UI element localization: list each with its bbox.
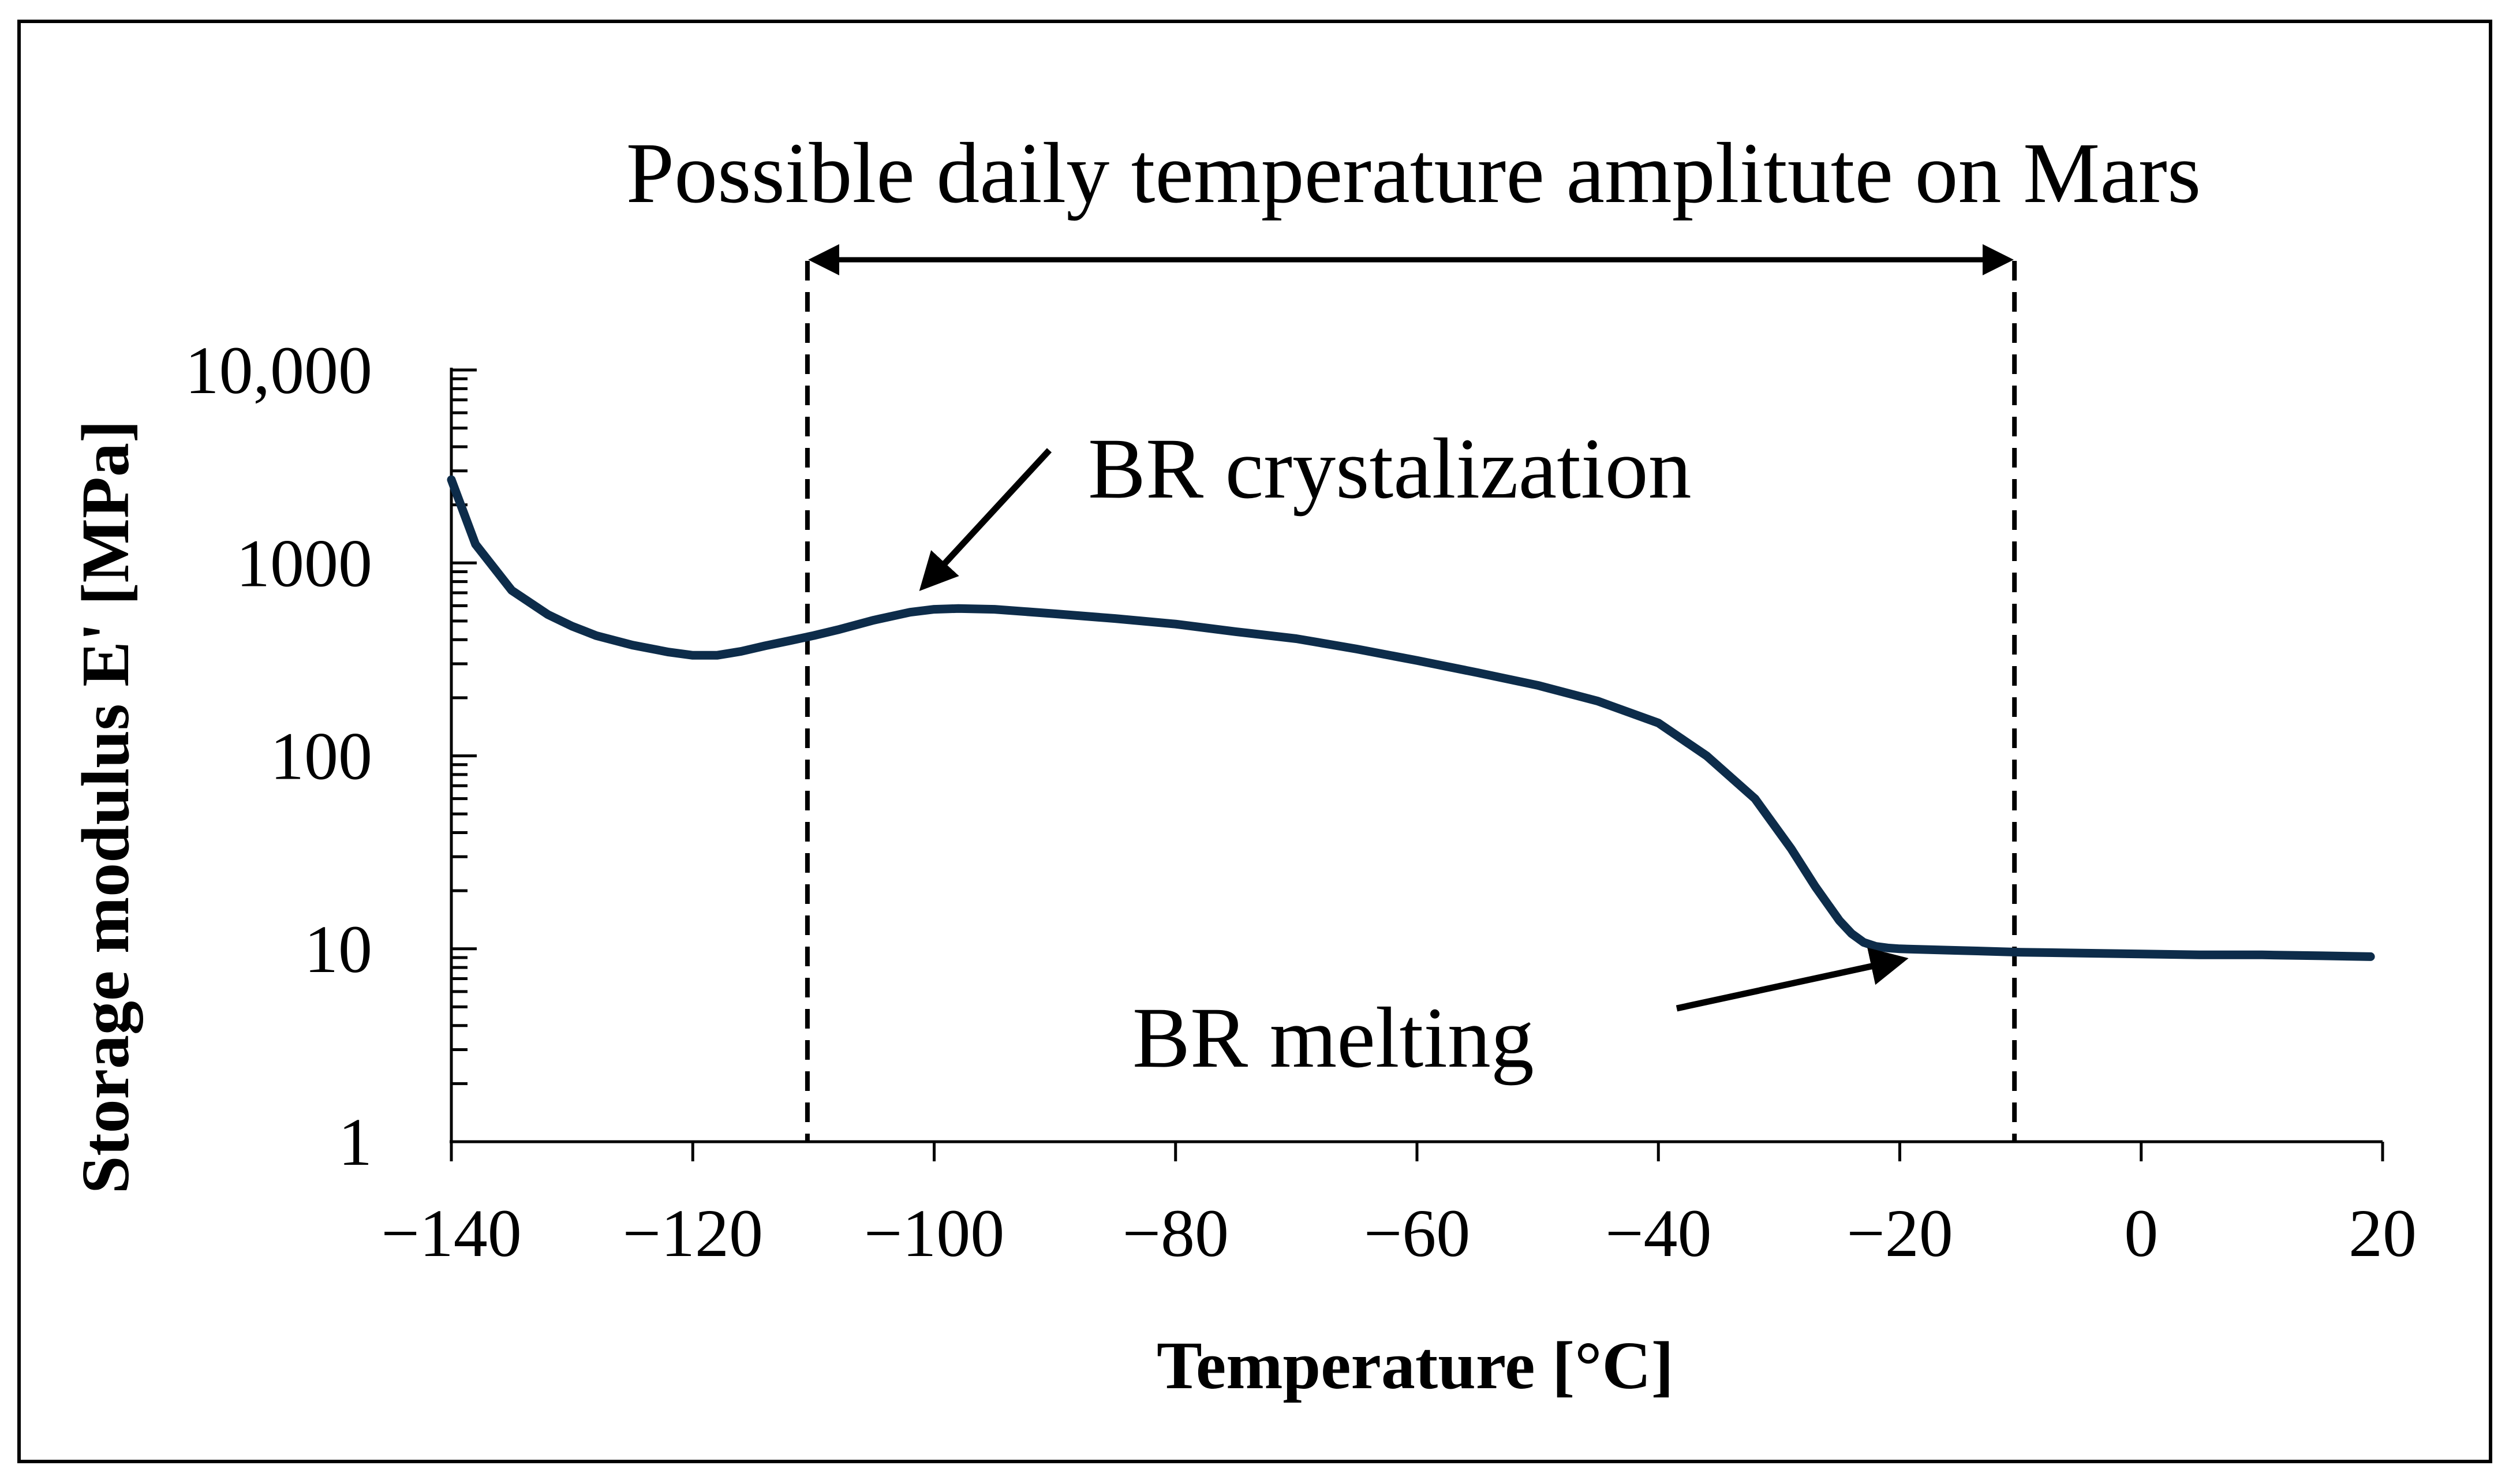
x-tick-label: −80 xyxy=(1122,1195,1229,1271)
y-axis-tick-labels: 1 10 100 1000 10,000 xyxy=(185,332,373,1180)
x-tick-label: −120 xyxy=(622,1195,763,1271)
x-tick-label: −40 xyxy=(1605,1195,1712,1271)
y-axis-title: Storage modulus E' [MPa] xyxy=(68,420,143,1194)
melting-arrow xyxy=(1676,947,1909,1012)
y-tick-label: 10 xyxy=(304,911,372,987)
y-tick-label: 100 xyxy=(270,719,372,794)
y-tick-label: 1000 xyxy=(236,525,372,601)
y-axis-ticks xyxy=(451,368,477,1143)
crystalization-arrow xyxy=(919,448,1052,591)
range-label: Possible daily temperature amplitute on … xyxy=(626,125,2201,221)
x-axis-tick-labels: −140 −120 −100 −80 −60 −40 −20 0 20 xyxy=(381,1195,2417,1271)
melting-label: BR melting xyxy=(1132,990,1534,1086)
crystalization-label: BR crystalization xyxy=(1088,421,1692,517)
x-tick-label: 0 xyxy=(2124,1195,2158,1271)
x-tick-label: −60 xyxy=(1364,1195,1471,1271)
x-tick-label: −20 xyxy=(1846,1195,1953,1271)
y-tick-label: 10,000 xyxy=(185,332,373,408)
x-tick-label: −140 xyxy=(381,1195,522,1271)
x-axis-title: Temperature [°C] xyxy=(1157,1328,1674,1403)
x-axis-ticks xyxy=(450,1142,2384,1161)
x-tick-label: −100 xyxy=(864,1195,1005,1271)
x-tick-label: 20 xyxy=(2349,1195,2417,1271)
y-tick-label: 1 xyxy=(338,1104,372,1180)
